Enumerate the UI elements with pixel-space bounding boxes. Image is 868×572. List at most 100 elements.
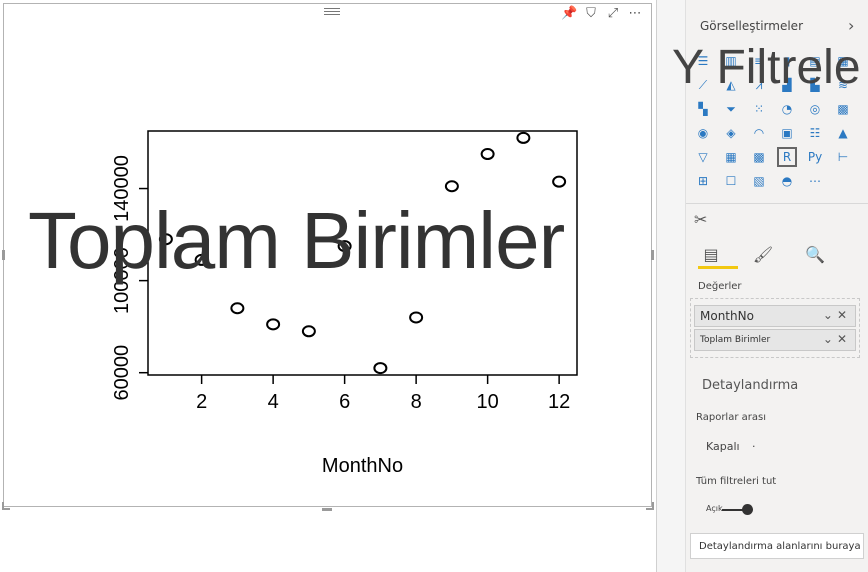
drillthrough-title: Detaylandırma	[702, 378, 799, 393]
more-options-icon[interactable]: ⋯	[628, 6, 642, 21]
pie-chart-icon[interactable]: ◔	[781, 102, 793, 116]
python-visual-icon[interactable]: Py	[807, 150, 823, 164]
fields-icon: ▤	[703, 244, 719, 264]
clustered-bar-icon[interactable]: ≡	[753, 54, 765, 68]
line-clustered-icon[interactable]: ▙	[810, 78, 820, 92]
values-well[interactable]: MonthNo ⌄✕ Toplam Birimler ⌄✕	[690, 298, 860, 358]
data-point	[480, 148, 495, 161]
wrench-icon: ✂	[694, 210, 708, 229]
pane-tabs: ▤ 🖌 🔍	[696, 240, 830, 268]
focus-mode-icon[interactable]: ⤢	[607, 6, 619, 21]
resize-handle-bottom-left[interactable]	[2, 502, 10, 510]
tab-analytics[interactable]: 🔍	[800, 240, 830, 268]
visual-header: 📌 ⛉ ⤢ ⋯	[561, 6, 643, 21]
y-tick-label: 140000	[111, 155, 133, 222]
pane-divider	[656, 0, 657, 572]
field-controls[interactable]: ⌄✕	[822, 308, 851, 322]
line-chart-icon[interactable]: ⟋	[698, 77, 708, 92]
keep-filters-label: Tüm filtreleri tut	[696, 476, 777, 487]
x-tick-label: 12	[548, 391, 570, 413]
data-point	[194, 253, 209, 266]
clustered-column-icon[interactable]: ▮	[783, 54, 791, 68]
smart-narrative-icon[interactable]: ▧	[753, 174, 765, 188]
tab-format[interactable]: 🖌	[748, 240, 778, 268]
values-label: Değerler	[698, 281, 742, 292]
kpi-icon[interactable]: ▲	[838, 126, 848, 140]
filters-pane-collapsed[interactable]	[657, 0, 686, 572]
y-tick-label: 100000	[111, 247, 133, 314]
matrix-icon[interactable]: ▩	[753, 150, 765, 164]
scatter-icon[interactable]: ⁙	[753, 102, 765, 116]
pin-icon[interactable]: 📌	[561, 6, 578, 21]
donut-chart-icon[interactable]: ◎	[809, 102, 821, 116]
resize-handle-left[interactable]	[2, 250, 5, 260]
drillthrough-drop-zone[interactable]: Detaylandırma alanlarını buraya ekle	[690, 533, 864, 559]
field-pill-monthno[interactable]: MonthNo ⌄✕	[694, 305, 856, 327]
data-point	[444, 180, 459, 193]
filters-overlay: Y Filtrele	[672, 41, 861, 94]
dot-icon: ·	[752, 440, 756, 453]
resize-handle-bottom-right[interactable]	[646, 502, 654, 510]
field-name: Toplam Birimler	[700, 335, 771, 345]
cross-report-value[interactable]: Kapalı	[706, 440, 740, 453]
resize-handle-bottom[interactable]	[322, 508, 332, 511]
x-tick-label: 2	[196, 391, 207, 413]
data-point	[516, 131, 531, 144]
x-tick-label: 8	[411, 391, 422, 413]
more-visuals-icon[interactable]: ⋯	[809, 174, 821, 188]
x-tick-label: 10	[477, 391, 499, 413]
100-column-icon[interactable]: ▦	[837, 54, 849, 68]
active-tab-indicator	[698, 266, 738, 269]
x-axis-label: MonthNo	[322, 455, 403, 477]
data-point	[337, 240, 352, 253]
y-tick-label: 60000	[111, 345, 133, 401]
gauge-icon[interactable]: ◠	[753, 126, 765, 140]
tab-fields[interactable]: ▤	[696, 240, 726, 268]
qa-icon[interactable]: ☐	[725, 174, 737, 188]
keep-filters-toggle[interactable]	[722, 509, 752, 511]
x-tick-label: 4	[268, 391, 279, 413]
card-icon[interactable]: ▣	[781, 126, 793, 140]
area-chart-icon[interactable]: ◭	[726, 78, 736, 92]
data-point	[373, 362, 388, 375]
key-influencers-icon[interactable]: ⊢	[837, 150, 849, 164]
cross-report-label: Raporlar arası	[696, 412, 766, 423]
table-icon[interactable]: ▦	[725, 150, 737, 164]
field-pill-toplam-birimler[interactable]: Toplam Birimler ⌄✕	[694, 329, 856, 351]
scatter-plot: 2 4 6 8 10 12 60000 100000 140000 MonthNo	[111, 130, 578, 477]
stacked-column-icon[interactable]: ▥	[725, 54, 737, 68]
line-column-icon[interactable]: ▟	[782, 78, 792, 92]
chevron-right-icon[interactable]: ›	[848, 16, 855, 35]
toggle-knob[interactable]	[742, 504, 753, 515]
waterfall-icon[interactable]: ▚	[698, 102, 708, 116]
divider	[686, 203, 868, 204]
funnel-icon[interactable]: ⏷	[726, 101, 736, 116]
resize-handle-right[interactable]	[651, 250, 654, 260]
treemap-icon[interactable]: ▩	[837, 102, 849, 116]
paginated-report-icon[interactable]: ◓	[781, 174, 793, 188]
slicer-icon[interactable]: ▽	[698, 150, 708, 164]
stacked-area-icon[interactable]: ⩘	[755, 77, 763, 92]
data-point	[552, 175, 567, 188]
field-controls[interactable]: ⌄✕	[822, 332, 851, 346]
data-point	[301, 325, 316, 338]
map-icon[interactable]: ◉	[697, 126, 709, 140]
data-point	[158, 233, 173, 246]
drag-grip-icon[interactable]	[324, 8, 340, 16]
analytics-icon: 🔍	[805, 244, 825, 264]
100-bar-icon[interactable]: ▤	[809, 54, 821, 68]
report-canvas: 📌 ⛉ ⤢ ⋯ 2 4 6 8 10 12 60000 100000 140000 MonthNo…	[2, 3, 654, 511]
plot-frame	[147, 130, 578, 376]
visualizations-pane: Görselleştirmeler › ☰ ▥ ≡ ▮ ▤ ▦ ⟋ ◭ ⩘ ▟ ▙ ≋ ▚ ⏷ ⁙ ◔ ◎ ▩ ◉ ◈…	[686, 0, 868, 572]
pane-title: Görselleştirmeler	[700, 19, 803, 33]
stacked-bar-icon[interactable]: ☰	[697, 54, 709, 68]
paint-roller-icon: 🖌	[752, 244, 774, 264]
ribbon-chart-icon[interactable]: ≋	[837, 78, 849, 92]
multi-row-card-icon[interactable]: ☷	[809, 126, 821, 140]
r-script-visual[interactable]: 📌 ⛉ ⤢ ⋯ 2 4 6 8 10 12 60000 100000 140000 MonthNo	[3, 3, 652, 507]
x-tick-label: 6	[339, 391, 350, 413]
filter-icon[interactable]: ⛉	[586, 6, 596, 21]
filled-map-icon[interactable]: ◈	[726, 126, 736, 140]
decomposition-tree-icon[interactable]: ⊞	[697, 174, 709, 188]
r-visual-icon[interactable]: R	[777, 147, 797, 167]
